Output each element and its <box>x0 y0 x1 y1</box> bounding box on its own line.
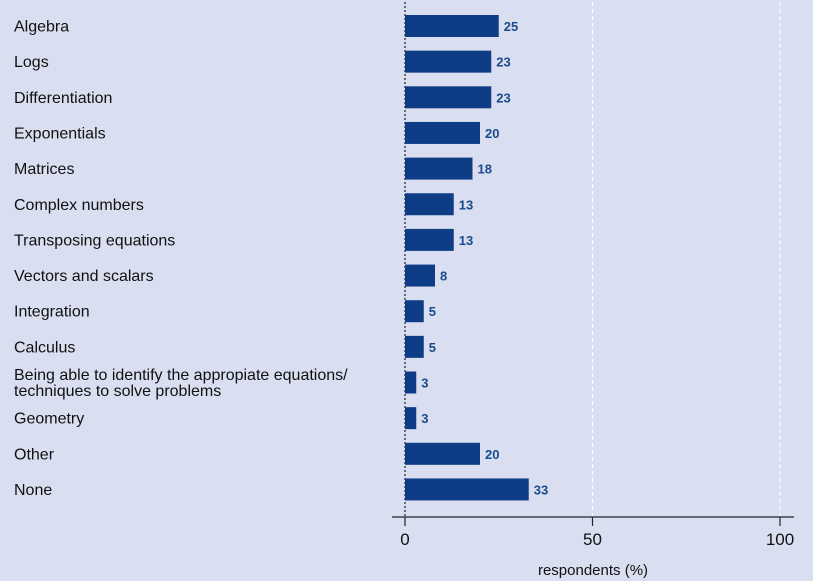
category-label-1: Logs <box>14 54 49 71</box>
category-label-2: Differentiation <box>14 90 112 107</box>
x-tick-label-100: 100 <box>766 530 794 549</box>
category-label-3: Exponentials <box>14 125 106 142</box>
value-label-10: 3 <box>421 376 428 391</box>
x-tick-label-50: 50 <box>583 530 602 549</box>
grid-lines <box>404 2 781 517</box>
value-label-1: 23 <box>496 55 510 70</box>
bar-9 <box>405 335 424 358</box>
value-label-4: 18 <box>478 162 492 177</box>
category-label-7: Vectors and scalars <box>14 268 154 285</box>
category-label-6: Transposing equations <box>14 232 175 249</box>
category-label-10: Being able to identify the appropiate eq… <box>14 367 348 400</box>
category-label-11: Geometry <box>14 411 84 428</box>
x-tick-label-0: 0 <box>400 530 409 549</box>
category-labels: Algebra Logs Differentiation Exponentials Ma… <box>14 19 348 499</box>
value-label-0: 25 <box>504 19 518 34</box>
value-label-8: 5 <box>429 304 436 319</box>
bar-0 <box>405 15 499 37</box>
value-label-7: 8 <box>440 269 447 284</box>
bar-6 <box>405 228 454 251</box>
bar-12 <box>405 442 480 465</box>
bar-8 <box>405 300 424 323</box>
category-label-9: Calculus <box>14 339 75 356</box>
value-label-2: 23 <box>496 90 510 105</box>
bar-2 <box>405 86 492 109</box>
value-label-12: 20 <box>485 447 499 462</box>
bars <box>405 15 529 501</box>
bar-5 <box>405 193 454 216</box>
category-label-12: Other <box>14 446 55 463</box>
bar-1 <box>405 50 492 73</box>
bar-13 <box>405 478 529 501</box>
value-label-6: 13 <box>459 233 473 248</box>
bar-3 <box>405 121 480 144</box>
value-label-13: 33 <box>534 482 548 497</box>
value-label-11: 3 <box>421 411 428 426</box>
value-label-3: 20 <box>485 126 499 141</box>
x-axis: respondents (%) 0 50 100 <box>392 516 794 579</box>
value-label-9: 5 <box>429 340 436 355</box>
bar-10 <box>405 371 417 394</box>
category-label-4: Matrices <box>14 161 74 178</box>
category-label-8: Integration <box>14 304 90 321</box>
category-label-5: Complex numbers <box>14 197 144 214</box>
bar-4 <box>405 157 473 180</box>
value-label-5: 13 <box>459 197 473 212</box>
bar-7 <box>405 264 435 287</box>
category-label-13: None <box>14 482 52 499</box>
bar-11 <box>405 407 417 430</box>
category-label-0: Algebra <box>14 19 69 36</box>
x-axis-title: respondents (%) <box>538 562 648 579</box>
